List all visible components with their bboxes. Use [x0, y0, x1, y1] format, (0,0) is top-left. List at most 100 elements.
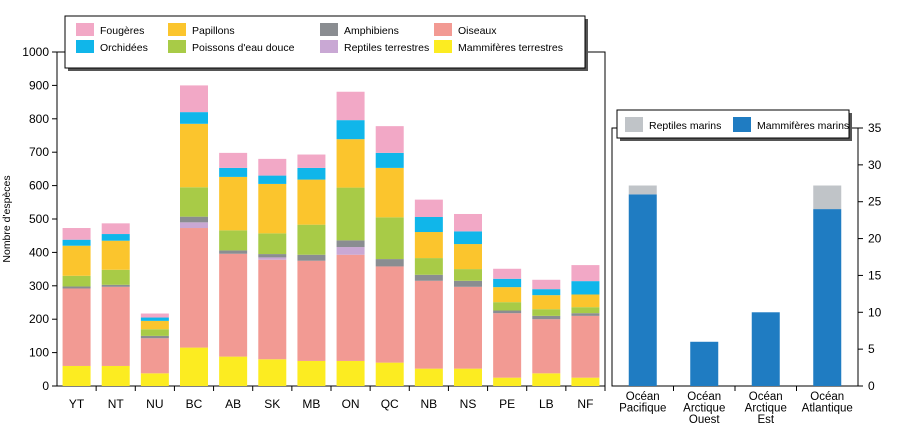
bar-sk-fougeres — [258, 158, 287, 176]
bar-nt-mammiferes-terrestres — [101, 365, 130, 386]
bar-nf-amphibiens — [571, 313, 600, 316]
bar-qc-poissons-d-eau-douce — [375, 217, 404, 260]
left-ytick-label: 200 — [29, 312, 49, 326]
legend-swatch-fougeres — [76, 23, 94, 36]
xlabel-nt: NT — [108, 397, 125, 411]
bar-qc-oiseaux — [375, 266, 404, 363]
bar-ocean-atlantique-reptiles-marins — [813, 185, 842, 210]
xlabel-ocean-arctique-ouest-line1: Océan — [687, 391, 721, 403]
bar-lb-amphibiens — [532, 315, 561, 320]
xlabel-nf: NF — [577, 397, 593, 411]
bar-mb-fougeres — [297, 154, 326, 168]
bar-on-fougeres — [336, 91, 365, 121]
legend-label-mammiferes-marins: Mammifères marins — [757, 120, 849, 132]
left-ytick-label: 900 — [29, 78, 49, 92]
bar-yt-papillons — [62, 245, 91, 276]
bar-on-amphibiens — [336, 240, 365, 248]
legend-swatch-poissons-d-eau-douce — [168, 40, 186, 53]
bar-bc-papillons — [180, 123, 208, 188]
xlabel-lb: LB — [539, 397, 554, 411]
xlabel-ocean-arctique-est-line1: Océan — [749, 391, 783, 403]
legend-label-mammiferes-terrestres: Mammifères terrestres — [458, 42, 563, 54]
bar-pe-fougeres — [493, 268, 522, 279]
bar-ab-poissons-d-eau-douce — [219, 230, 248, 251]
bar-yt-poissons-d-eau-douce — [62, 275, 91, 287]
bar-nb-mammiferes-terrestres — [414, 368, 443, 386]
left-ytick-label: 400 — [29, 245, 49, 259]
legend-swatch-oiseaux — [434, 23, 452, 36]
bar-nf-poissons-d-eau-douce — [571, 307, 600, 314]
bar-mb-amphibiens — [297, 254, 326, 261]
bar-pe-papillons — [493, 287, 522, 303]
xlabel-mb: MB — [302, 397, 320, 411]
bar-nu-papillons — [140, 320, 169, 330]
xlabel-ab: AB — [225, 397, 241, 411]
bar-bc-reptiles-terrestres — [180, 222, 208, 229]
bar-ns-papillons — [454, 244, 482, 270]
bar-mb-mammiferes-terrestres — [297, 360, 326, 386]
xlabel-nb: NB — [421, 397, 438, 411]
legend-label-amphibiens: Amphibiens — [344, 25, 399, 37]
xlabel-sk: SK — [264, 397, 280, 411]
legend-label-papillons: Papillons — [192, 25, 235, 37]
bar-bc-fougeres — [180, 85, 208, 113]
left-ytick-label: 700 — [29, 145, 49, 159]
left-ytick-label: 600 — [29, 179, 49, 193]
bar-sk-orchidees — [258, 175, 287, 184]
bar-nb-papillons — [414, 232, 443, 259]
bar-nu-fougeres — [140, 313, 169, 318]
bar-bc-poissons-d-eau-douce — [180, 187, 208, 217]
bar-yt-oiseaux — [62, 288, 91, 366]
legend-label-reptiles-terrestres: Reptiles terrestres — [344, 42, 429, 54]
right-ytick-label: 20 — [868, 232, 882, 246]
bar-yt-mammiferes-terrestres — [62, 365, 91, 386]
left-ylabel: Nombre d'espèces — [1, 175, 13, 262]
bar-sk-amphibiens — [258, 254, 287, 258]
right-ytick-label: 15 — [868, 268, 882, 282]
bar-lb-mammiferes-terrestres — [532, 373, 561, 386]
bar-nf-oiseaux — [571, 315, 600, 378]
bar-bc-orchidees — [180, 112, 208, 124]
bar-lb-papillons — [532, 295, 561, 310]
bar-qc-amphibiens — [375, 259, 404, 267]
bar-nu-amphibiens — [140, 335, 169, 339]
bar-ocean-pacifique-reptiles-marins — [628, 185, 657, 195]
bar-nf-papillons — [571, 294, 600, 308]
bar-nf-orchidees — [571, 281, 600, 295]
bar-ns-fougeres — [454, 213, 482, 232]
legend-swatch-mammiferes-terrestres — [434, 40, 452, 53]
bar-yt-fougeres — [62, 228, 91, 240]
bar-ocean-arctique-est-mammiferes-marins — [751, 312, 780, 386]
bar-pe-oiseaux — [493, 313, 522, 378]
bar-bc-oiseaux — [180, 228, 208, 348]
bar-nb-poissons-d-eau-douce — [414, 258, 443, 275]
legend-label-reptiles-marins: Reptiles marins — [649, 120, 721, 132]
bar-nb-oiseaux — [414, 280, 443, 369]
bar-pe-mammiferes-terrestres — [493, 377, 522, 386]
bar-yt-amphibiens — [62, 286, 91, 289]
bar-sk-poissons-d-eau-douce — [258, 233, 287, 255]
left-ytick-label: 500 — [29, 212, 49, 226]
left-plot-frame — [56, 51, 606, 387]
bar-ns-mammiferes-terrestres — [454, 368, 482, 386]
bar-nt-amphibiens — [101, 284, 130, 287]
left-ytick-label: 800 — [29, 112, 49, 126]
bar-ns-oiseaux — [454, 286, 482, 369]
bar-sk-mammiferes-terrestres — [258, 359, 287, 386]
legend-label-poissons-d-eau-douce: Poissons d'eau douce — [192, 42, 295, 54]
bar-nt-papillons — [101, 240, 130, 270]
bar-qc-mammiferes-terrestres — [375, 362, 404, 386]
bar-lb-oiseaux — [532, 319, 561, 374]
xlabel-bc: BC — [186, 397, 203, 411]
bar-ab-mammiferes-terrestres — [219, 356, 248, 386]
bar-lb-poissons-d-eau-douce — [532, 309, 561, 316]
right-ytick-label: 30 — [868, 158, 882, 172]
legend-swatch-reptiles-terrestres — [320, 40, 338, 53]
legend-swatch-orchidees — [76, 40, 94, 53]
right-ytick-label: 0 — [868, 379, 875, 393]
bar-nu-oiseaux — [140, 338, 169, 374]
bar-sk-oiseaux — [258, 259, 287, 360]
bar-ab-oiseaux — [219, 253, 248, 357]
xlabel-yt: YT — [69, 397, 85, 411]
